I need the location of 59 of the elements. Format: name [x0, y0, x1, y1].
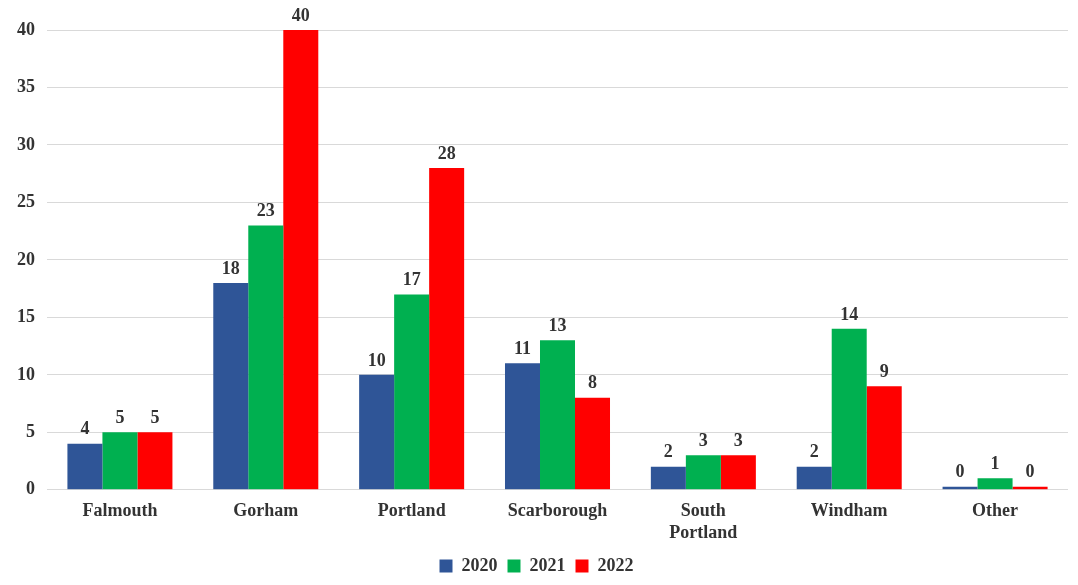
data-label: 13: [548, 315, 567, 336]
y-tick-label: 20: [17, 248, 35, 269]
bar: [213, 282, 249, 490]
data-label: 4: [80, 418, 90, 439]
y-tick-label: 35: [17, 76, 35, 97]
y-tick-label: 5: [26, 420, 35, 441]
bar: [977, 478, 1013, 490]
y-tick-label: 25: [17, 191, 35, 212]
bar: [650, 466, 686, 490]
data-label: 8: [588, 372, 598, 393]
data-label: 2: [809, 441, 819, 462]
data-label: 40: [291, 4, 310, 25]
data-label: 23: [256, 200, 275, 221]
legend-label: 2022: [597, 554, 634, 575]
legend-label: 2021: [529, 554, 566, 575]
data-label: 18: [221, 257, 240, 278]
x-tick-label: Windham: [810, 500, 888, 521]
data-label: 11: [513, 338, 531, 359]
data-label: 5: [115, 406, 125, 427]
data-label: 0: [955, 461, 965, 482]
bar: [67, 443, 103, 490]
x-tick-label: Falmouth: [82, 500, 158, 521]
x-tick-label: Gorham: [233, 500, 299, 521]
bar: [575, 397, 611, 490]
y-tick-label: 40: [17, 18, 35, 39]
data-label: 28: [437, 142, 456, 163]
data-label: 2: [663, 441, 673, 462]
data-label: 1: [990, 452, 1000, 473]
bar: [720, 455, 756, 490]
bar: [429, 167, 465, 490]
bar: [248, 225, 284, 490]
bar: [102, 432, 138, 490]
bar: [685, 455, 721, 490]
bar: [394, 294, 430, 490]
x-tick-label: Scarborough: [507, 500, 608, 521]
data-label: 3: [733, 429, 743, 450]
bar: [866, 386, 902, 490]
data-label: 0: [1025, 461, 1035, 482]
x-tick-label: South Portland: [669, 500, 738, 542]
data-label: 17: [402, 269, 421, 290]
bar: [283, 30, 319, 490]
legend-label: 2020: [461, 554, 498, 575]
data-label: 9: [879, 361, 889, 381]
y-tick-label: 30: [17, 133, 35, 154]
bar: [359, 374, 395, 490]
data-label: 3: [698, 429, 708, 450]
bar: [540, 340, 575, 490]
data-label: 14: [840, 303, 859, 324]
y-tick-label: 15: [17, 306, 35, 327]
x-tick-label: Other: [972, 500, 1019, 521]
bar: [796, 466, 832, 490]
y-tick-label: 0: [26, 478, 35, 499]
bar: [504, 363, 540, 490]
y-tick-label: 10: [17, 363, 35, 384]
bar: [831, 328, 867, 490]
x-tick-label: Portland: [377, 500, 446, 521]
data-label: 10: [367, 349, 386, 370]
bar: [137, 432, 173, 490]
data-label: 5: [150, 406, 160, 427]
